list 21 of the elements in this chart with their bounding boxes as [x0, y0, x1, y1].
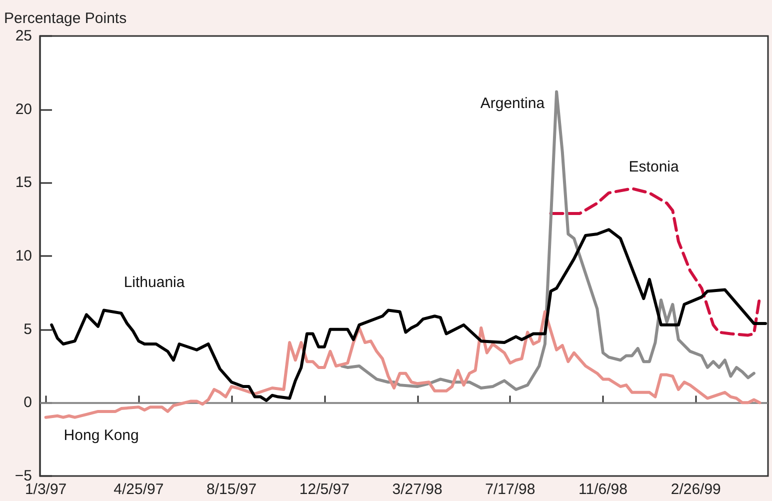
x-tick-label: 2/26/99: [670, 481, 721, 498]
y-tick-label: 10: [15, 248, 32, 264]
line-series: [340, 90, 756, 391]
y-tick-label: 5: [24, 320, 32, 338]
line-series: [50, 228, 768, 402]
line-series: [44, 310, 762, 419]
x-tick-label: 3/27/98: [392, 481, 442, 498]
x-tick-label: 11/6/98: [578, 481, 628, 498]
x-tick-label: 4/25/97: [114, 481, 164, 498]
y-tick-label: 20: [15, 100, 32, 118]
y-tick-label: 0: [24, 394, 32, 412]
x-tick-label: 8/15/97: [206, 481, 257, 498]
series-label: Argentina: [480, 95, 546, 112]
series-label: Estonia: [628, 158, 680, 176]
y-tick-label: 15: [15, 174, 32, 192]
x-tick-label: 12/5/97: [299, 481, 350, 498]
y-tick-label: 25: [15, 28, 32, 44]
y-axis-title: Percentage Points: [4, 10, 127, 27]
series-label: Lithuania: [124, 274, 186, 291]
series-label: Hong Kong: [64, 426, 139, 444]
x-tick-label: 7/17/98: [485, 481, 536, 498]
